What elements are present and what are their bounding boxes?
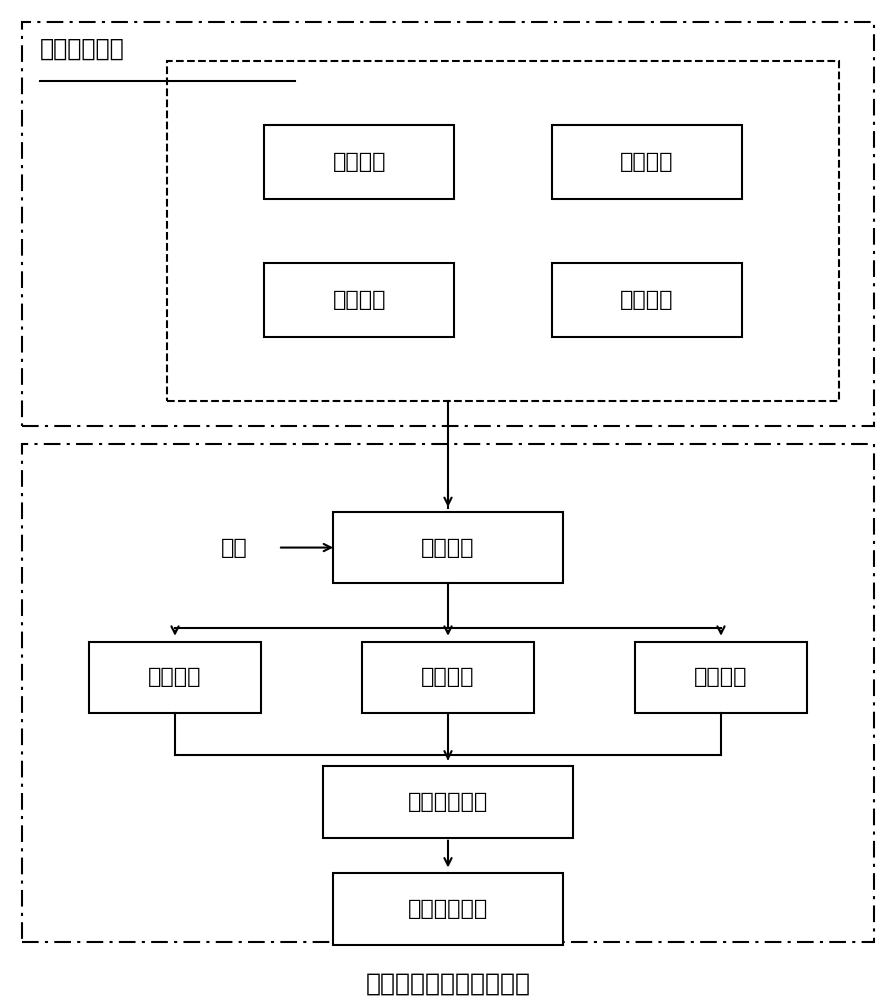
Bar [22,22,874,426]
Text: 热风温度: 热风温度 [332,290,386,310]
Bar [264,263,454,337]
Text: 初始料位: 初始料位 [620,152,674,172]
Text: 总重检测与平均水分转换: 总重检测与平均水分转换 [366,972,530,996]
Bar [635,642,807,713]
Text: 水分转换模型: 水分转换模型 [408,792,488,812]
Text: 干燥过程: 干燥过程 [421,538,475,558]
Text: 运行初始参数: 运行初始参数 [40,37,125,61]
Text: 总重检测: 总重检测 [148,667,202,687]
Text: 温度检测: 温度检测 [421,667,475,687]
Bar [264,125,454,199]
Bar [333,873,563,945]
Bar [362,642,534,713]
Bar [552,263,742,337]
Text: 干扰: 干扰 [221,538,248,558]
Bar [167,61,839,401]
Text: 料位检测: 料位检测 [694,667,748,687]
Bar [552,125,742,199]
Text: 初始水分: 初始水分 [332,152,386,172]
Text: 排粮速度: 排粮速度 [620,290,674,310]
Bar [333,512,563,583]
Bar [89,642,261,713]
Bar [22,444,874,942]
Text: 实时平均水分: 实时平均水分 [408,899,488,919]
Bar [323,766,573,838]
